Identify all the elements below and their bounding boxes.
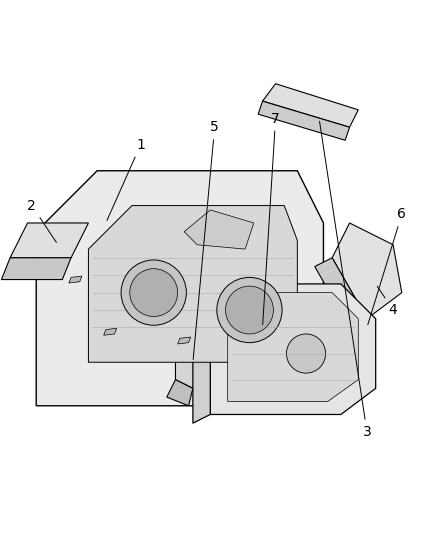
Polygon shape: [193, 319, 210, 423]
Text: 7: 7: [263, 111, 280, 325]
Circle shape: [217, 277, 282, 343]
Text: 6: 6: [368, 207, 406, 325]
Polygon shape: [262, 84, 358, 127]
Text: 1: 1: [107, 138, 145, 221]
Polygon shape: [332, 223, 402, 319]
Circle shape: [130, 269, 178, 317]
Polygon shape: [258, 101, 350, 140]
Polygon shape: [10, 223, 88, 258]
Polygon shape: [104, 328, 117, 335]
Circle shape: [226, 286, 273, 334]
Polygon shape: [167, 379, 193, 406]
Polygon shape: [184, 210, 254, 249]
Text: 2: 2: [28, 199, 57, 243]
Text: 5: 5: [193, 120, 219, 359]
Text: 4: 4: [377, 286, 397, 317]
Polygon shape: [176, 345, 210, 389]
Text: 3: 3: [320, 122, 371, 439]
Polygon shape: [36, 171, 323, 406]
Circle shape: [121, 260, 186, 325]
Polygon shape: [315, 258, 367, 327]
Circle shape: [286, 334, 325, 373]
Polygon shape: [210, 284, 376, 415]
Polygon shape: [88, 206, 297, 362]
Polygon shape: [178, 337, 191, 344]
Polygon shape: [69, 276, 82, 283]
Polygon shape: [1, 258, 71, 279]
Polygon shape: [228, 293, 358, 401]
